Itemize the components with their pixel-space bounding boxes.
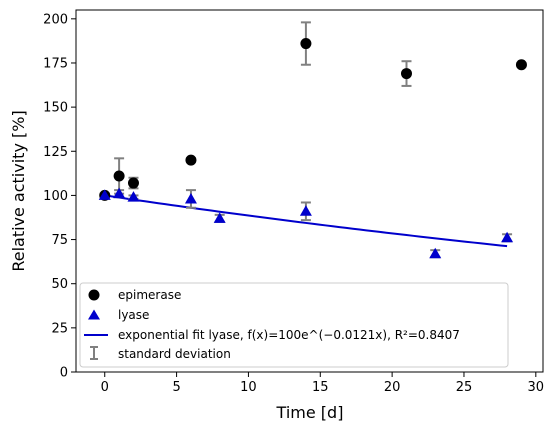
x-tick-label: 0 xyxy=(101,380,109,395)
lyase-point xyxy=(113,187,126,199)
legend-fit-label: exponential fit lyase, f(x)=100e^(−0.012… xyxy=(118,328,460,342)
lyase-point xyxy=(184,192,197,204)
y-tick-label: 50 xyxy=(51,277,68,292)
lyase-point xyxy=(98,189,111,200)
legend-lyase-label: lyase xyxy=(118,308,149,322)
epimerase-point xyxy=(185,154,197,166)
epimerase-point xyxy=(113,170,125,182)
y-tick-label: 175 xyxy=(43,56,68,71)
y-axis: 0 25 50 75 100 125 150 175 200 xyxy=(43,12,76,381)
y-tick-label: 150 xyxy=(43,101,68,116)
x-tick-label: 25 xyxy=(456,380,473,395)
y-tick-label: 0 xyxy=(60,366,68,381)
lyase-point xyxy=(299,205,312,216)
x-axis-title: Time [d] xyxy=(276,403,344,422)
legend-errorbar-label: standard deviation xyxy=(118,347,231,361)
x-axis: 0 5 10 15 20 25 30 xyxy=(101,372,544,395)
y-tick-label: 25 xyxy=(51,321,68,336)
fit-layer xyxy=(104,194,508,248)
y-axis-title: Relative activity [%] xyxy=(9,110,28,271)
y-tick-label: 100 xyxy=(43,189,68,204)
markers xyxy=(98,38,527,259)
x-tick-label: 20 xyxy=(384,380,401,395)
epimerase-point xyxy=(400,68,412,80)
legend-lyase-marker xyxy=(88,309,100,320)
legend-box xyxy=(79,282,509,368)
epimerase-point xyxy=(515,59,527,71)
y-tick-label: 200 xyxy=(43,12,68,27)
x-tick-label: 30 xyxy=(528,380,545,395)
x-tick-label: 15 xyxy=(312,380,329,395)
x-tick-label: 10 xyxy=(240,380,257,395)
lyase-point xyxy=(429,247,442,259)
y-tick-label: 125 xyxy=(43,145,68,160)
y-tick-label: 75 xyxy=(51,233,68,248)
lyase-point xyxy=(213,212,226,223)
x-tick-label: 5 xyxy=(172,380,180,395)
legend-epimerase-marker xyxy=(88,289,100,301)
epimerase-point xyxy=(300,38,312,50)
lyase-point xyxy=(501,231,514,243)
lyase-point xyxy=(127,191,140,202)
legend: epimerase lyase exponential fit lyase, f… xyxy=(79,282,509,368)
legend-errorbar-symbol xyxy=(90,346,98,360)
legend-epimerase-label: epimerase xyxy=(118,288,181,302)
epimerase-point xyxy=(127,177,139,189)
fit-line xyxy=(104,194,508,248)
